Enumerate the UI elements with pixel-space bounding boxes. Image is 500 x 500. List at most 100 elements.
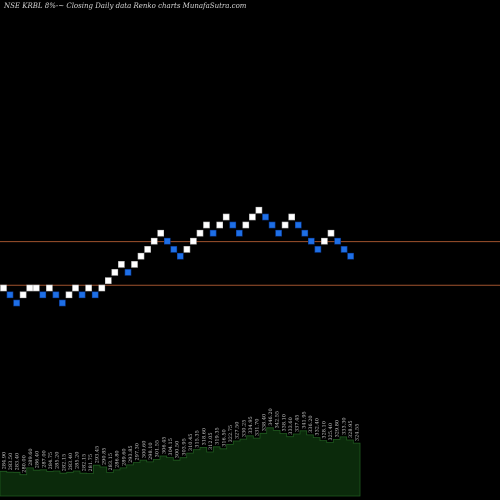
renko-brick-up (249, 213, 256, 221)
renko-brick-up (72, 284, 79, 292)
renko-brick-up (321, 237, 328, 245)
volume-label: 332.40 (315, 418, 321, 436)
renko-brick-down (314, 246, 322, 253)
volume-label: 290.85 (101, 448, 107, 466)
renko-brick-down (236, 229, 243, 237)
volume-label: 285.20 (75, 452, 81, 470)
volume-label: 336.20 (308, 415, 314, 433)
renko-brick-up (157, 229, 164, 237)
volume-label: 282.15 (81, 454, 87, 472)
renko-brick-up (150, 237, 158, 245)
renko-brick-up (137, 252, 145, 260)
volume-label: 286.80 (115, 450, 121, 468)
renko-brick-up (98, 284, 106, 292)
renko-brick-up (183, 246, 191, 253)
renko-brick-down (177, 252, 184, 260)
volume-label: 284.75 (48, 452, 54, 470)
volume-label: 346.20 (268, 408, 274, 426)
renko-brick-up (131, 261, 138, 268)
renko-brick-down (164, 237, 171, 245)
volume-label: 310.45 (188, 434, 194, 452)
renko-brick-up (222, 213, 230, 221)
volume-label: 328.10 (321, 421, 327, 439)
renko-brick-down (347, 252, 354, 260)
renko-brick-down (334, 237, 341, 245)
renko-brick-up (26, 284, 34, 292)
volume-label: 322.75 (228, 425, 234, 443)
renko-brick-up (111, 269, 119, 276)
renko-brick-up (0, 284, 7, 292)
renko-brick-up (19, 291, 27, 299)
renko-brick-up (105, 277, 112, 284)
volume-area-path (0, 427, 361, 497)
renko-bricks (0, 206, 354, 307)
volume-label: 334.95 (248, 416, 254, 434)
volume-label: 283.40 (15, 453, 21, 471)
volume-label: 303.95 (181, 438, 187, 456)
volume-label: 316.50 (221, 429, 227, 447)
renko-brick-up (65, 291, 73, 299)
volume-label: 281.75 (88, 454, 94, 472)
volume-label: 287.00 (41, 450, 47, 468)
volume-label: 315.35 (195, 430, 201, 448)
volume-label: 338.40 (261, 414, 267, 432)
renko-brick-up (196, 229, 204, 237)
volume-label: 319.35 (215, 427, 221, 445)
volume-label: 342.55 (275, 411, 281, 429)
renko-brick-up (190, 237, 197, 245)
volume-label: 300.60 (141, 441, 147, 459)
renko-brick-down (340, 246, 348, 253)
volume-label: 284.90 (1, 452, 7, 470)
volume-area (0, 427, 361, 497)
volume-label: 283.40 (68, 453, 74, 471)
volume-label: 298.10 (148, 442, 154, 460)
volume-label: 293.45 (95, 446, 101, 464)
renko-brick-up (255, 206, 263, 214)
renko-brick-down (170, 246, 178, 253)
renko-brick-up (281, 221, 289, 229)
renko-brick-up (46, 284, 53, 292)
renko-brick-down (209, 229, 217, 237)
volume-label: 331.70 (255, 419, 261, 437)
volume-label: 300.50 (175, 441, 181, 459)
volume-label: 327.50 (235, 422, 241, 440)
volume-label: 312.05 (208, 433, 214, 451)
volume-label: 304.15 (168, 438, 174, 456)
renko-brick-down (78, 291, 86, 299)
renko-brick-up (32, 284, 40, 292)
renko-brick-down (268, 221, 276, 229)
renko-brick-down (13, 299, 20, 307)
renko-brick-down (52, 291, 60, 299)
renko-brick-up (242, 221, 250, 229)
renko-brick-down (275, 229, 282, 237)
volume-label: 285.20 (55, 452, 61, 470)
volume-label: 330.25 (241, 420, 247, 437)
renko-brick-up (327, 229, 335, 237)
renko-brick-down (229, 221, 237, 229)
volume-label: 289.60 (121, 448, 127, 466)
renko-brick-down (301, 229, 309, 237)
renko-brick-up (216, 221, 223, 229)
reference-lines (0, 241, 500, 286)
volume-label: 324.55 (355, 424, 361, 442)
renko-brick-down (262, 213, 269, 221)
volume-label: 293.85 (128, 445, 134, 463)
volume-label: 333.30 (341, 417, 347, 435)
renko-brick-down (307, 237, 315, 245)
volume-labels: 284.90 283.50 283.40 280.00 289.60 286.40 287.… (1, 408, 360, 472)
chart-title: NSE KRBL 8%-~ Closing Daily data Renko c… (3, 2, 247, 10)
renko-brick-down (294, 221, 302, 229)
renko-brick-down (39, 291, 47, 299)
volume-label: 341.95 (301, 411, 307, 429)
volume-label: 280.00 (21, 455, 27, 473)
volume-label: 306.45 (161, 437, 167, 455)
volume-label: 325.40 (328, 423, 334, 441)
renko-brick-up (144, 246, 151, 253)
renko-brick-up (118, 261, 125, 268)
renko-brick-down (124, 269, 132, 276)
renko-brick-up (85, 284, 92, 292)
volume-label: 283.15 (108, 453, 114, 471)
volume-label: 318.60 (201, 428, 207, 446)
